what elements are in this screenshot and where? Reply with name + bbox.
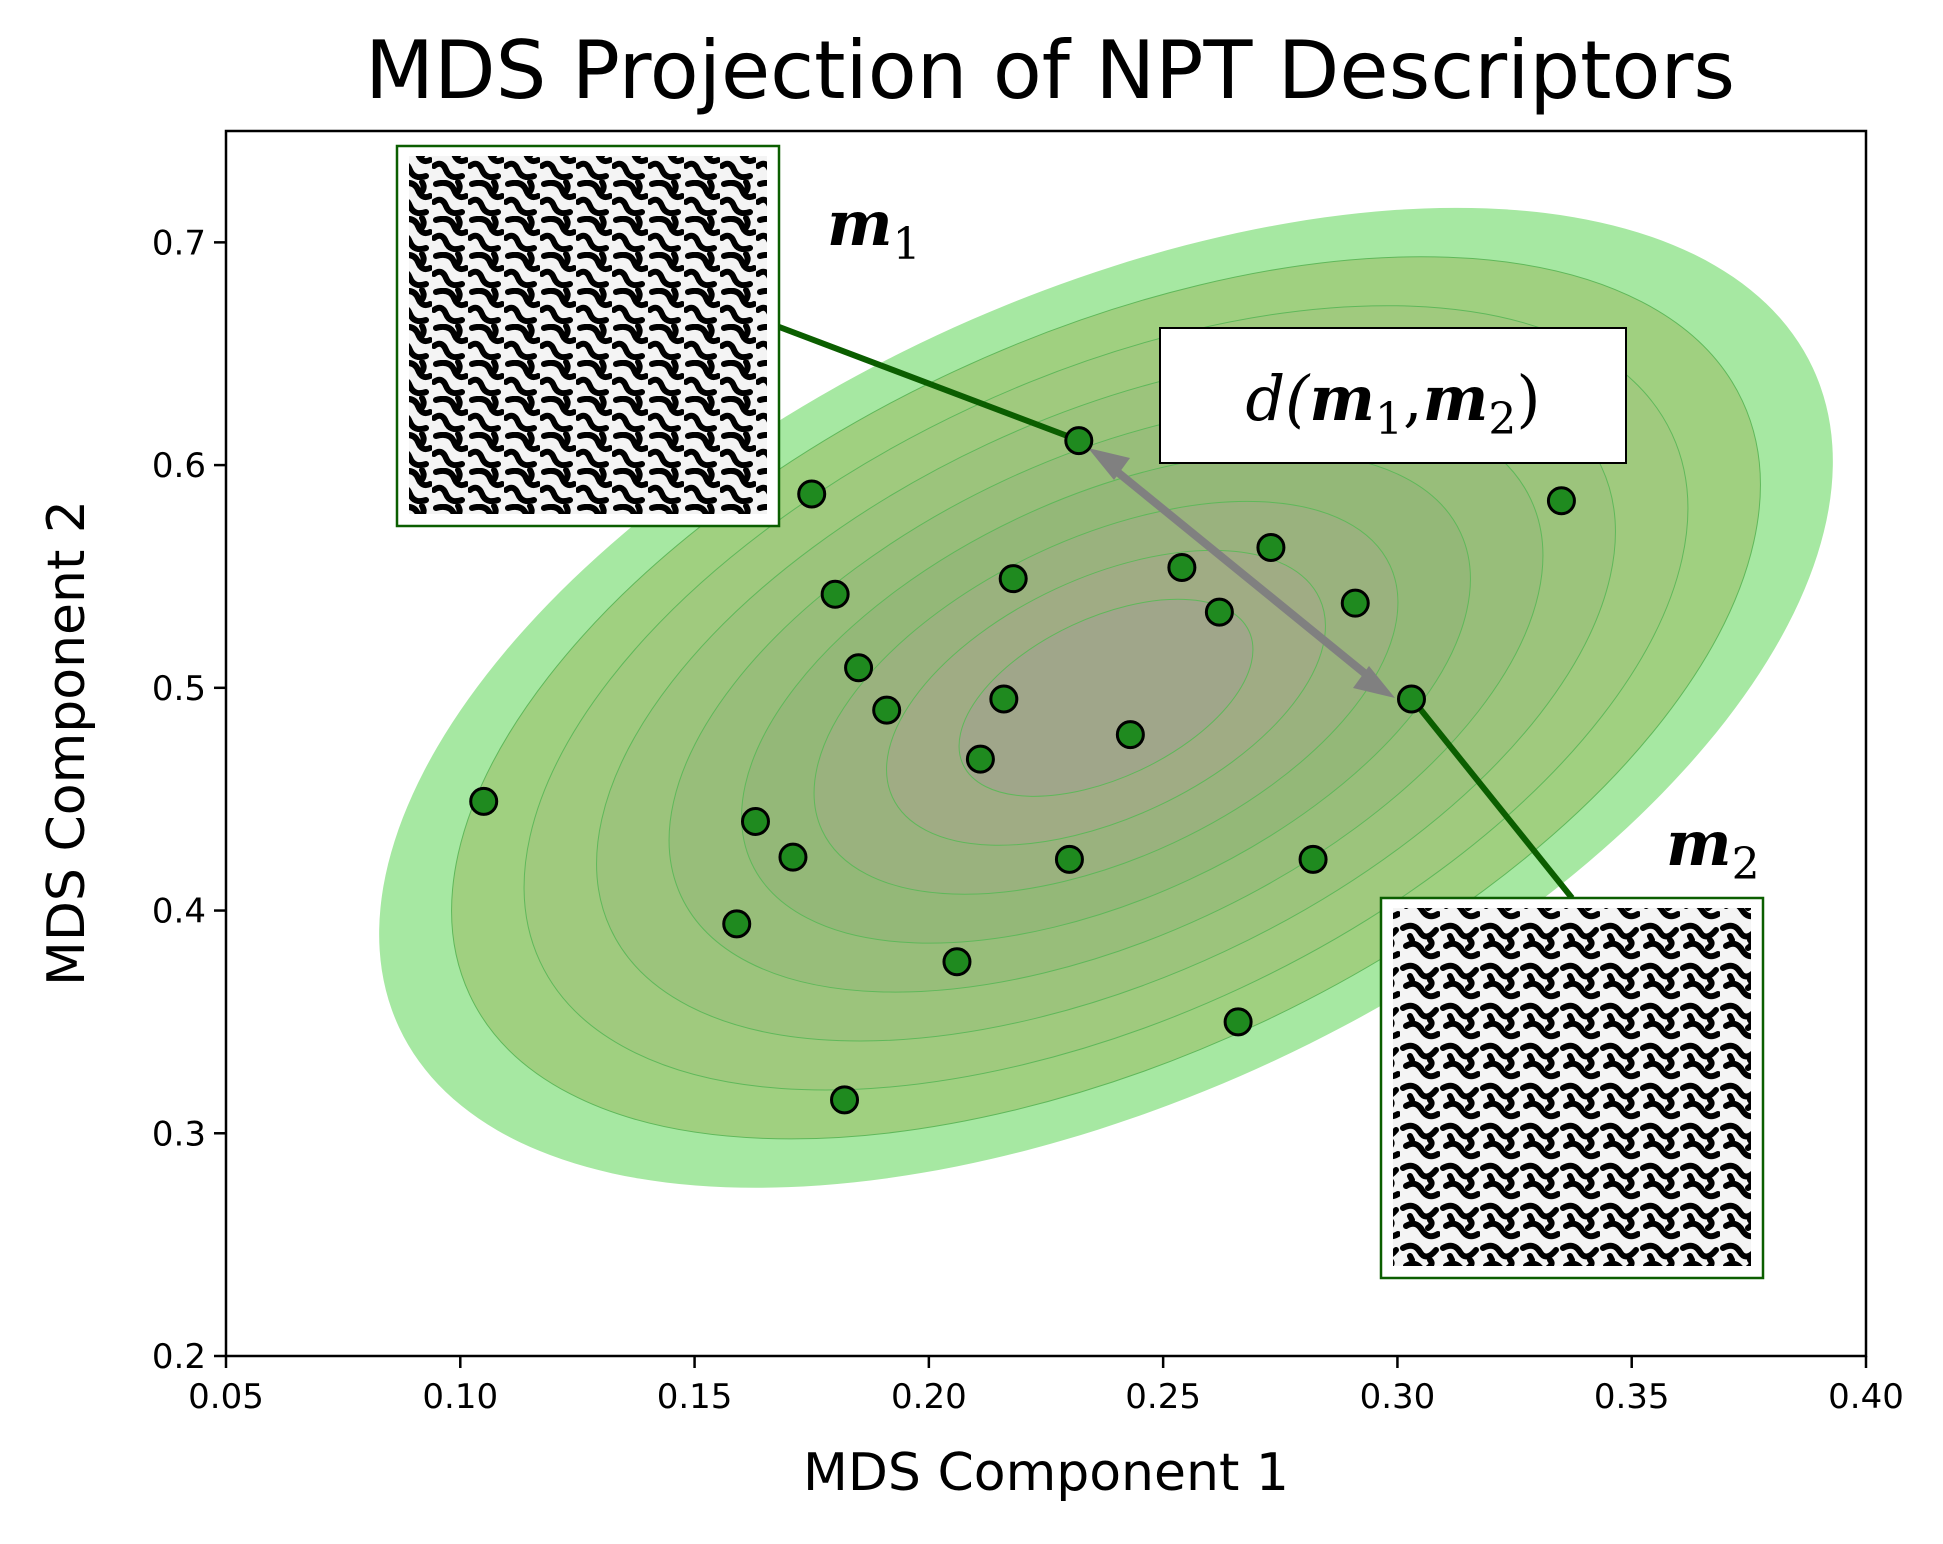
x-axis-label: MDS Component 1 <box>803 1443 1289 1503</box>
x-tick-label: 0.10 <box>422 1377 498 1417</box>
x-tick-label: 0.25 <box>1125 1377 1201 1417</box>
y-ticks: 0.2 0.3 0.4 0.5 0.6 0.7 <box>152 223 226 1377</box>
scatter-point <box>1223 1007 1253 1037</box>
y-tick-label: 0.7 <box>152 223 206 263</box>
x-tick-label: 0.05 <box>188 1377 264 1417</box>
x-tick-label: 0.35 <box>1594 1377 1670 1417</box>
scatter-point <box>998 564 1028 594</box>
x-tick-label: 0.30 <box>1360 1377 1436 1417</box>
scatter-points <box>469 426 1576 1115</box>
y-axis-label: MDS Component 2 <box>37 500 97 986</box>
scatter-point <box>469 786 499 816</box>
scatter-point <box>872 695 902 725</box>
x-ticks: 0.05 0.10 0.15 0.20 0.25 0.30 0.35 0.40 <box>188 1356 1904 1417</box>
y-tick-label: 0.2 <box>152 1337 206 1377</box>
scatter-point <box>1204 597 1234 627</box>
scatter-point <box>1064 426 1094 456</box>
scatter-point <box>965 744 995 774</box>
scatter-point <box>1546 486 1576 516</box>
x-tick-label: 0.20 <box>891 1377 967 1417</box>
x-tick-label: 0.15 <box>657 1377 733 1417</box>
scatter-point <box>844 653 874 683</box>
density-contour-level <box>958 598 1254 797</box>
y-tick-label: 0.6 <box>152 446 206 486</box>
scatter-point <box>1256 533 1286 562</box>
scatter-point <box>797 479 827 509</box>
y-tick-label: 0.4 <box>152 892 206 932</box>
plot-frame <box>224 129 1868 1358</box>
leader-line-m2 <box>1410 698 1575 900</box>
scatter-point <box>830 1085 860 1115</box>
scatter-point <box>778 842 808 872</box>
x-tick-label: 0.40 <box>1828 1377 1904 1417</box>
distance-arrow <box>1088 448 1395 698</box>
leader-line-m1 <box>772 322 1080 443</box>
scatter-point <box>1298 844 1328 874</box>
distance-label: d(m1,m2) <box>1245 362 1540 445</box>
scatter-point <box>1167 553 1197 583</box>
scatter-point <box>1340 588 1370 618</box>
scatter-point <box>989 684 1019 714</box>
scatter-point <box>740 806 770 836</box>
chart-title: MDS Projection of NPT Descriptors <box>365 24 1735 117</box>
scatter-point <box>820 579 850 609</box>
scatter-point <box>1054 844 1084 874</box>
m1-label: m1 <box>827 187 921 270</box>
scatter-point <box>1115 720 1145 750</box>
scatter-point <box>942 947 972 977</box>
y-tick-label: 0.3 <box>152 1114 206 1154</box>
inset-pattern-m2 <box>1379 896 1765 1280</box>
scatter-point <box>1396 684 1426 714</box>
y-tick-label: 0.5 <box>152 669 206 709</box>
distance-label-box: d(m1,m2) <box>1159 327 1627 464</box>
inset-pattern-m1 <box>395 144 781 528</box>
scatter-point <box>722 909 752 939</box>
m2-label: m2 <box>1666 807 1760 890</box>
